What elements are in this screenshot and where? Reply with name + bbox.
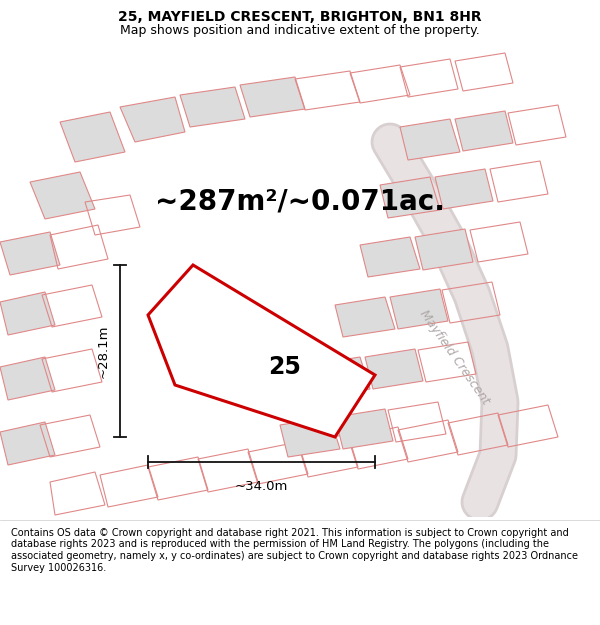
Polygon shape bbox=[455, 111, 513, 151]
Polygon shape bbox=[335, 409, 393, 449]
Text: ~28.1m: ~28.1m bbox=[97, 324, 110, 378]
Polygon shape bbox=[240, 77, 305, 117]
Polygon shape bbox=[60, 112, 125, 162]
Polygon shape bbox=[120, 97, 185, 142]
Text: ~287m²/~0.071ac.: ~287m²/~0.071ac. bbox=[155, 188, 445, 216]
Polygon shape bbox=[30, 172, 95, 219]
Polygon shape bbox=[0, 232, 60, 275]
Polygon shape bbox=[148, 265, 375, 437]
Text: Mayfield Crescent: Mayfield Crescent bbox=[418, 308, 493, 407]
Polygon shape bbox=[390, 289, 448, 329]
Polygon shape bbox=[435, 169, 493, 209]
Text: ~34.0m: ~34.0m bbox=[235, 480, 288, 493]
Polygon shape bbox=[360, 237, 420, 277]
Polygon shape bbox=[0, 357, 55, 400]
Polygon shape bbox=[415, 229, 473, 270]
Polygon shape bbox=[335, 297, 395, 337]
Polygon shape bbox=[280, 417, 340, 457]
Text: 25: 25 bbox=[269, 355, 301, 379]
Polygon shape bbox=[310, 357, 370, 397]
Text: Contains OS data © Crown copyright and database right 2021. This information is : Contains OS data © Crown copyright and d… bbox=[11, 528, 578, 572]
Polygon shape bbox=[180, 87, 245, 127]
Polygon shape bbox=[0, 422, 55, 465]
Polygon shape bbox=[0, 292, 55, 335]
Text: 25, MAYFIELD CRESCENT, BRIGHTON, BN1 8HR: 25, MAYFIELD CRESCENT, BRIGHTON, BN1 8HR bbox=[118, 11, 482, 24]
Polygon shape bbox=[400, 119, 460, 160]
Polygon shape bbox=[365, 349, 423, 389]
Text: Map shows position and indicative extent of the property.: Map shows position and indicative extent… bbox=[120, 24, 480, 37]
Polygon shape bbox=[380, 177, 440, 218]
